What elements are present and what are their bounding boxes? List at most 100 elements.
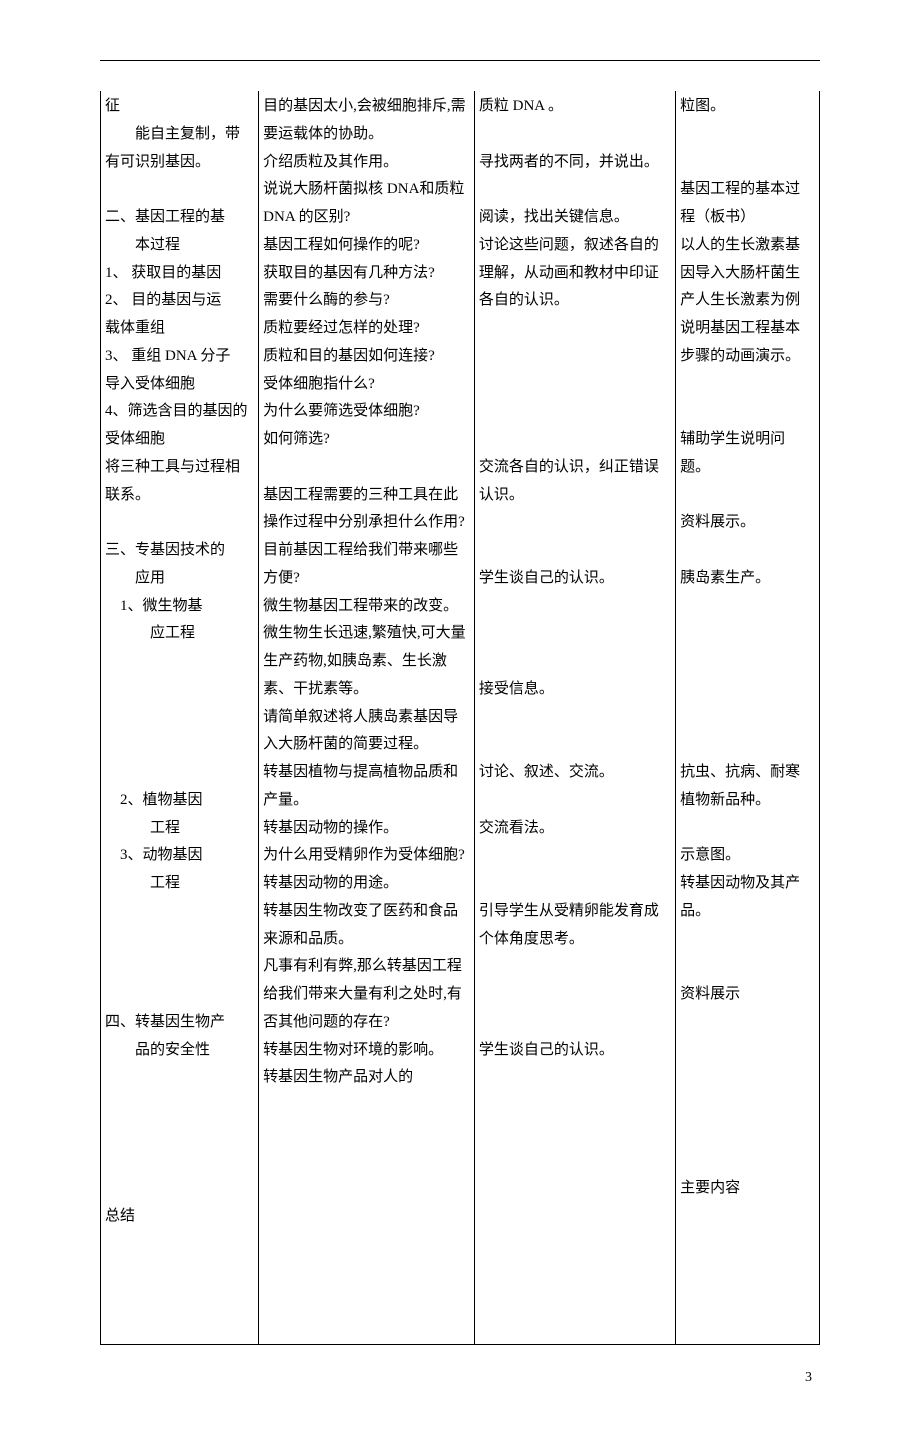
- text-line: [105, 1175, 254, 1203]
- text-line: [479, 509, 671, 537]
- text-line: [479, 176, 671, 204]
- text-line: 转基因动物的用途。: [263, 870, 470, 898]
- text-line: [680, 1064, 815, 1092]
- text-line: [680, 593, 815, 621]
- text-line: 受体细胞指什么?: [263, 371, 470, 399]
- text-line: 资料展示: [680, 981, 815, 1009]
- text-line: 本过程: [105, 232, 254, 260]
- text-line: [680, 1092, 815, 1120]
- text-line: 基因工程需要的三种工具在此操作过程中分别承担什么作用?: [263, 482, 470, 538]
- text-line: [680, 537, 815, 565]
- text-line: [105, 953, 254, 981]
- text-line: 工程: [105, 815, 254, 843]
- text-line: [105, 509, 254, 537]
- text-line: [479, 1259, 671, 1287]
- text-line: 2、植物基因: [105, 787, 254, 815]
- text-line: 以人的生长激素基因导入大肠杆菌生产人生长激素为例说明基因工程基本步骤的动画演示。: [680, 232, 815, 371]
- text-line: [479, 1092, 671, 1120]
- text-line: [479, 704, 671, 732]
- text-line: 请简单叙述将人胰岛素基因导入大肠杆菌的简要过程。: [263, 704, 470, 760]
- text-line: [105, 926, 254, 954]
- text-line: [680, 731, 815, 759]
- text-line: [105, 704, 254, 732]
- text-line: 1、 获取目的基因: [105, 260, 254, 288]
- text-line: [479, 315, 671, 343]
- text-line: [479, 371, 671, 399]
- text-line: 凡事有利有弊,那么转基因工程给我们带来大量有利之处时,有否其他问题的存在?: [263, 953, 470, 1036]
- header-rule: [100, 60, 820, 61]
- text-line: 寻找两者的不同，并说出。: [479, 149, 671, 177]
- text-line: [105, 1148, 254, 1176]
- text-line: 转基因生物对环境的影响。: [263, 1037, 470, 1065]
- table-row: 征 能自主复制，带有可识别基因。 二、基因工程的基 本过程 1、 获取目的基因 …: [101, 91, 820, 1344]
- text-line: 目前基因工程给我们带来哪些方便?: [263, 537, 470, 593]
- text-line: 1、微生物基: [105, 593, 254, 621]
- text-line: 转基因生物改变了医药和食品来源和品质。: [263, 898, 470, 954]
- text-line: [479, 343, 671, 371]
- text-line: [105, 1120, 254, 1148]
- text-line: [479, 842, 671, 870]
- text-line: 4、筛选含目的基因的受体细胞: [105, 398, 254, 454]
- text-line: [479, 787, 671, 815]
- text-line: [479, 593, 671, 621]
- text-line: 微生物基因工程带来的改变。: [263, 593, 470, 621]
- text-line: [479, 731, 671, 759]
- text-line: [479, 1009, 671, 1037]
- text-line: 交流各自的认识，纠正错误认识。: [479, 454, 671, 510]
- text-line: 2、 目的基因与运: [105, 287, 254, 315]
- text-line: 交流看法。: [479, 815, 671, 843]
- text-line: [680, 676, 815, 704]
- text-line: [680, 953, 815, 981]
- text-line: [105, 1231, 254, 1259]
- text-line: 转基因生物产品对人的: [263, 1064, 470, 1092]
- text-line: 3、 重组 DNA 分子: [105, 343, 254, 371]
- cell-column-3: 质粒 DNA 。 寻找两者的不同，并说出。 阅读，找出关键信息。 讨论这些问题，…: [474, 91, 675, 1344]
- cell-column-1: 征 能自主复制，带有可识别基因。 二、基因工程的基 本过程 1、 获取目的基因 …: [101, 91, 259, 1344]
- text-line: [680, 1037, 815, 1065]
- text-line: [479, 1064, 671, 1092]
- text-line: 导入受体细胞: [105, 371, 254, 399]
- text-line: [680, 398, 815, 426]
- text-line: 质粒和目的基因如何连接?: [263, 343, 470, 371]
- text-line: [479, 870, 671, 898]
- cell-column-4: 粒图。 基因工程的基本过程（板书） 以人的生长激素基因导入大肠杆菌生产人生长激素…: [676, 91, 820, 1344]
- text-line: [105, 676, 254, 704]
- text-line: 接受信息。: [479, 676, 671, 704]
- page-number: 3: [100, 1365, 820, 1391]
- text-line: [479, 1148, 671, 1176]
- text-line: [680, 1231, 815, 1259]
- text-line: 将三种工具与过程相联系。: [105, 454, 254, 510]
- text-line: [680, 1009, 815, 1037]
- text-line: [680, 1148, 815, 1176]
- text-line: [680, 704, 815, 732]
- text-line: 质粒要经过怎样的处理?: [263, 315, 470, 343]
- text-line: 二、基因工程的基: [105, 204, 254, 232]
- text-line: [680, 1203, 815, 1231]
- text-line: 学生谈自己的认识。: [479, 1037, 671, 1065]
- text-line: 学生谈自己的认识。: [479, 565, 671, 593]
- text-line: 引导学生从受精卵能发育成个体角度思考。: [479, 898, 671, 954]
- text-line: 基因工程的基本过程（板书）: [680, 176, 815, 232]
- text-line: [105, 731, 254, 759]
- text-line: 微生物生长迅速,繁殖快,可大量生产药物,如胰岛素、生长激素、干扰素等。: [263, 620, 470, 703]
- text-line: [105, 759, 254, 787]
- text-line: 质粒 DNA 。: [479, 93, 671, 121]
- text-line: 主要内容: [680, 1175, 815, 1203]
- text-line: [680, 1120, 815, 1148]
- text-line: 3、动物基因: [105, 842, 254, 870]
- text-line: 目的基因太小,会被细胞排斥,需要运载体的协助。: [263, 93, 470, 149]
- text-line: 总结: [105, 1203, 254, 1231]
- text-line: [105, 176, 254, 204]
- text-line: 为什么要筛选受体细胞?: [263, 398, 470, 426]
- text-line: 胰岛素生产。: [680, 565, 815, 593]
- lesson-plan-table: 征 能自主复制，带有可识别基因。 二、基因工程的基 本过程 1、 获取目的基因 …: [100, 91, 820, 1345]
- text-line: 四、转基因生物产: [105, 1009, 254, 1037]
- text-line: 抗虫、抗病、耐寒植物新品种。: [680, 759, 815, 815]
- text-line: 讨论、叙述、交流。: [479, 759, 671, 787]
- text-line: [479, 648, 671, 676]
- text-line: [680, 1259, 815, 1287]
- text-line: 说说大肠杆菌拟核 DNA和质粒 DNA 的区别?: [263, 176, 470, 232]
- text-line: [479, 620, 671, 648]
- text-line: 如何筛选?: [263, 426, 470, 454]
- cell-column-2: 目的基因太小,会被细胞排斥,需要运载体的协助。 介绍质粒及其作用。 说说大肠杆菌…: [259, 91, 475, 1344]
